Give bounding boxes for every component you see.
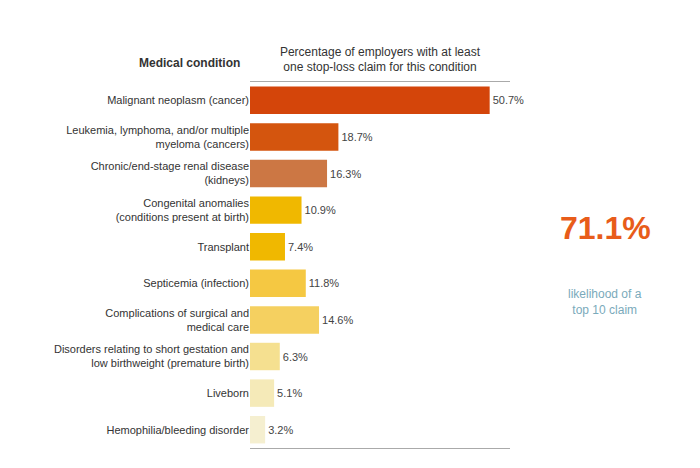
- svg-text:3.2%: 3.2%: [268, 424, 293, 436]
- svg-text:Medical condition: Medical condition: [139, 56, 240, 70]
- svg-text:5.1%: 5.1%: [277, 387, 302, 399]
- svg-text:14.6%: 14.6%: [322, 314, 353, 326]
- svg-text:Liveborn: Liveborn: [207, 387, 249, 399]
- svg-text:Percentage of employers with a: Percentage of employers with at leastone…: [280, 45, 481, 75]
- svg-text:71.1%: 71.1%: [560, 210, 651, 246]
- svg-text:6.3%: 6.3%: [283, 351, 308, 363]
- svg-text:Septicemia (infection): Septicemia (infection): [143, 277, 249, 289]
- svg-text:18.7%: 18.7%: [341, 131, 372, 143]
- svg-text:Chronic/end-stage renal diseas: Chronic/end-stage renal disease(kidneys): [91, 160, 249, 186]
- svg-text:Complications of surgical andm: Complications of surgical andmedical car…: [105, 307, 249, 333]
- svg-text:Malignant neoplasm (cancer): Malignant neoplasm (cancer): [107, 94, 249, 106]
- svg-text:50.7%: 50.7%: [493, 94, 524, 106]
- svg-text:10.9%: 10.9%: [305, 204, 336, 216]
- svg-text:Congenital anomalies(condition: Congenital anomalies(conditions present …: [116, 197, 250, 223]
- svg-text:likelihood of atop 10 claim: likelihood of atop 10 claim: [568, 287, 642, 317]
- svg-text:Leukemia, lymphoma, and/or mul: Leukemia, lymphoma, and/or multiplemyelo…: [66, 124, 249, 150]
- svg-text:Transplant: Transplant: [197, 241, 249, 253]
- svg-text:16.3%: 16.3%: [330, 168, 361, 180]
- svg-text:Hemophilia/bleeding disorder: Hemophilia/bleeding disorder: [107, 424, 250, 436]
- svg-text:11.8%: 11.8%: [309, 277, 340, 289]
- svg-text:7.4%: 7.4%: [288, 241, 313, 253]
- svg-text:Disorders relating to short ge: Disorders relating to short gestation an…: [54, 343, 249, 369]
